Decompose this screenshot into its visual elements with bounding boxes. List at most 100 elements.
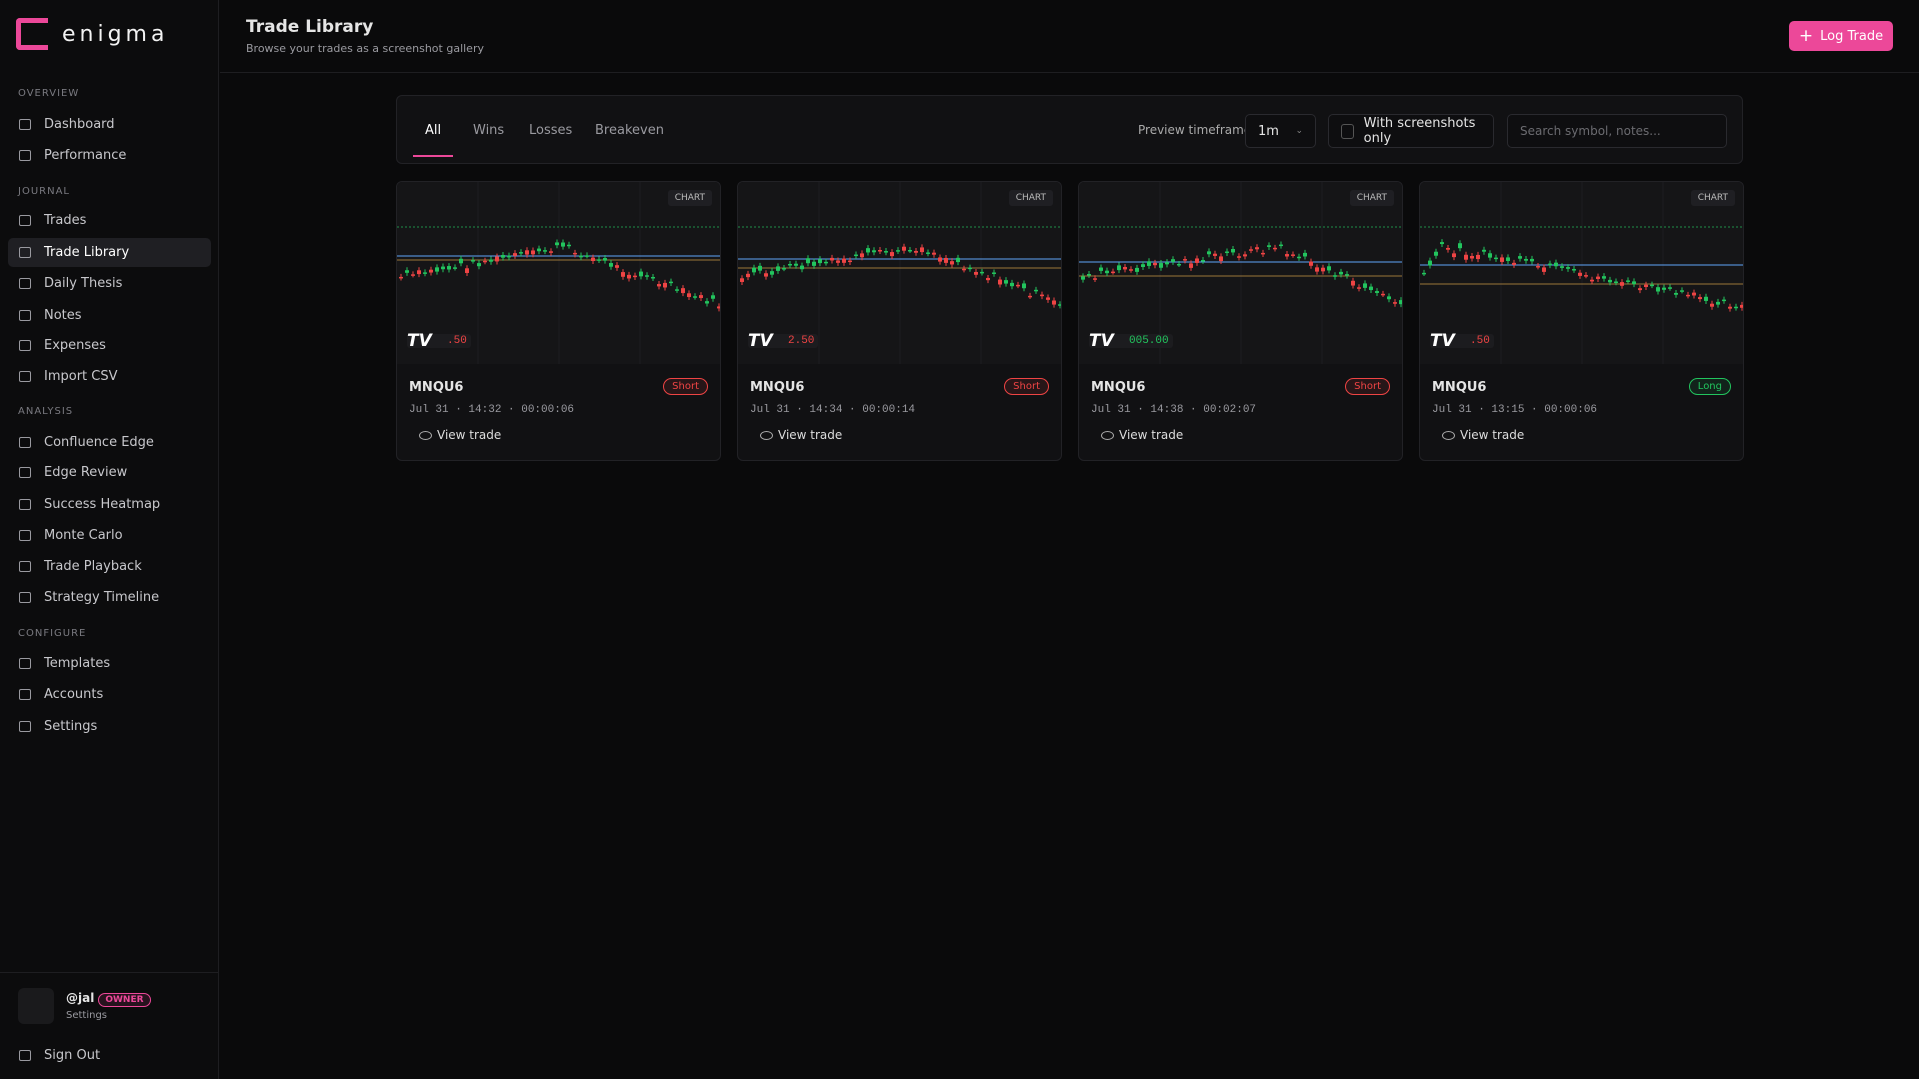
candle-body [740,278,744,282]
candle-body [567,244,571,247]
candle-body [1016,284,1020,287]
candle-body [1309,261,1313,266]
search-input[interactable]: Search symbol, notes... [1507,114,1727,148]
candle-body [1267,245,1271,247]
candle-body [752,267,756,273]
candle-body [1339,271,1343,275]
candle-body [1602,276,1606,279]
nav-item[interactable]: Dashboard [8,110,211,139]
candle-body [1111,271,1115,274]
candle-body [1518,256,1522,259]
nav-item[interactable]: Accounts [8,680,211,709]
trade-card: CHART .50 TV MNQU6 Short Jul 31 · 14:32 · 00:… [396,181,721,461]
nav-item[interactable]: Settings [8,712,211,741]
candle-body [1572,269,1576,271]
price-label: 2.50 [748,334,819,348]
candle-body [1578,272,1582,276]
nav-item[interactable]: Strategy Timeline [8,583,211,612]
filter-tab[interactable]: Losses [529,123,573,138]
candle-body [711,295,715,299]
nav-item[interactable]: Monte Carlo [8,521,211,550]
candle-body [866,248,870,253]
candle-body [657,284,661,287]
candle-body [627,274,631,279]
nav-item[interactable]: Performance [8,141,211,170]
candle-body [1249,249,1253,251]
nav-item[interactable]: Trade Playback [8,552,211,581]
nav-item[interactable]: Confluence Edge [8,428,211,457]
candle-body [1488,253,1492,258]
candle-body [561,242,565,247]
candle-body [1321,267,1325,272]
view-trade[interactable]: View trade [1442,428,1524,442]
candle-body [1422,272,1426,275]
candle-body [920,247,924,253]
candle-body [597,259,601,261]
sign-out[interactable]: Sign Out [8,1041,211,1070]
handle: @jal [66,991,95,1005]
candle-body [830,257,834,261]
view-trade[interactable]: View trade [1101,428,1183,442]
nav-icon [19,499,31,510]
candle-body [1171,259,1175,262]
candle-body [1716,301,1720,305]
nav-item[interactable]: Templates [8,649,211,678]
nav-label: Strategy Timeline [44,590,160,605]
candle-body [746,273,750,278]
trade-meta: Jul 31 · 14:34 · 00:00:14 [750,404,916,416]
screenshots-checkbox[interactable]: With screenshots only [1328,114,1494,148]
candle-body [411,274,415,276]
nav-label: Daily Thesis [44,276,123,291]
user-settings[interactable]: Settings [66,1010,108,1021]
candle-body [1022,283,1026,289]
nav-item[interactable]: Expenses [8,331,211,360]
candle-body [758,265,762,271]
candle-body [603,258,607,261]
candle-body [615,265,619,268]
candle-body [1183,259,1187,261]
candle-body [1129,269,1133,271]
nav-item[interactable]: Import CSV [8,362,211,391]
candle-body [1375,291,1379,293]
candle-body [1237,256,1241,258]
nav-icon [19,119,31,130]
candle-body [1117,265,1121,271]
candle-body [1363,283,1367,288]
candle-body [1740,304,1743,308]
nav-item[interactable]: Trades [8,206,211,235]
candle-body [1596,276,1600,280]
side-badge: Short [663,378,708,395]
chart-thumbnail [1420,182,1743,364]
candle-body [441,266,445,270]
nav-item[interactable]: Daily Thesis [8,269,211,298]
candle-body [1524,258,1528,261]
candle-body [435,267,439,272]
nav-icon [19,310,31,321]
timeframe-select[interactable]: 1m ⌄ [1245,114,1316,148]
view-trade[interactable]: View trade [760,428,842,442]
nav-label: Trade Library [44,245,130,260]
log-trade-button[interactable]: + Log Trade [1789,21,1893,51]
nav-item[interactable]: Trade Library [8,238,211,267]
main: Trade Library Browse your trades as a sc… [220,0,1919,1079]
candle-body [1476,254,1480,260]
candle-body [1159,263,1163,268]
candle-body [1081,276,1085,280]
filter-tab[interactable]: Wins [473,123,505,138]
candle-body [890,252,894,257]
view-trade[interactable]: View trade [419,428,501,442]
logo[interactable]: enigma [16,18,168,50]
filter-tab[interactable]: All [413,103,454,157]
user[interactable]: @jal OWNER Settings [18,988,151,1024]
candle-body [477,263,481,267]
filter-bar: Preview timeframe 1m ⌄ With screenshots o… [396,95,1743,164]
candle-body [1584,275,1588,277]
candle-body [1046,297,1050,300]
symbol: MNQU6 [1091,380,1146,395]
nav-item[interactable]: Notes [8,301,211,330]
nav-item[interactable]: Edge Review [8,458,211,487]
nav-item[interactable]: Success Heatmap [8,490,211,519]
candle-body [1500,257,1504,262]
filter-tab[interactable]: Breakeven [595,123,664,138]
